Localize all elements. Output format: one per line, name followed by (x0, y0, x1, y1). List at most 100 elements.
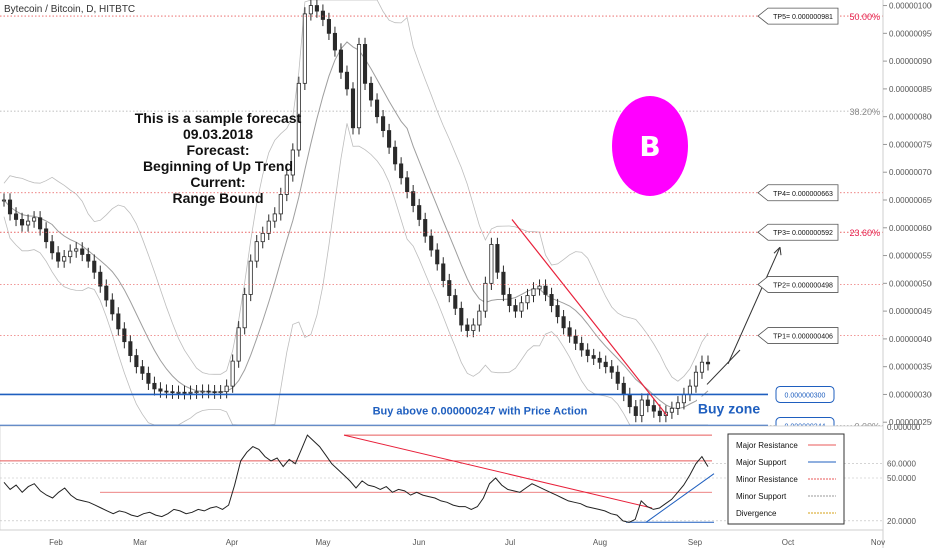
candle-body (585, 349, 590, 356)
candle-body (68, 250, 73, 258)
candle-body (230, 360, 235, 387)
rsi-tick-label: 0.000000 (887, 423, 921, 432)
candle-body (32, 217, 37, 222)
axis-tick-label: 0.000000250 (889, 418, 932, 427)
candle-body (212, 391, 217, 394)
candle-body (447, 280, 452, 296)
candle-body (296, 82, 301, 151)
target-label: TP2= 0.000000498 (773, 282, 833, 289)
axis-tick-label: 0.000000850 (889, 85, 932, 94)
candle-body (561, 316, 566, 329)
forecast-line: Current: (190, 174, 246, 190)
candle-body (405, 177, 410, 193)
candle-body (194, 391, 199, 394)
candle-body (7, 199, 13, 215)
axis-tick-label: 0.000000900 (889, 57, 932, 66)
logo-glyph: B (639, 130, 661, 163)
candle-body (326, 19, 331, 34)
candle-body (399, 163, 404, 179)
rsi-tick-label: 50.0000 (887, 474, 916, 483)
target-label: TP1= 0.000000406 (773, 334, 833, 341)
candle-body (44, 228, 49, 243)
candle-body (387, 130, 392, 148)
target-box (757, 276, 839, 293)
candle-body (188, 391, 193, 394)
candle-body (507, 294, 512, 306)
axis-tick-label: 0.000000950 (889, 29, 932, 38)
candle-body (242, 294, 247, 329)
candle-body (236, 327, 241, 362)
candle-body (651, 405, 656, 412)
axis-tick-label: 0.000000600 (889, 224, 932, 233)
axis-tick-label: 0.000000400 (889, 335, 932, 344)
candle-body (13, 213, 19, 220)
candle-body (140, 366, 145, 374)
rsi-tick-label: 20.0000 (887, 517, 916, 526)
candle-body (218, 391, 223, 394)
candle-body (591, 355, 596, 359)
target-box (757, 7, 839, 25)
candle-body (675, 402, 680, 409)
candle-body (645, 399, 650, 406)
candle-body (609, 366, 614, 373)
candle-body (110, 299, 115, 315)
forecast-text: This is a sample forecast 09.03.2018 For… (118, 110, 318, 206)
candle-body (80, 248, 85, 255)
month-label: Apr (226, 538, 239, 547)
month-label: Aug (593, 538, 607, 547)
axis-tick-label: 0.000000300 (889, 390, 932, 399)
target-label: TP4= 0.000000663 (773, 191, 833, 198)
candle-body (350, 88, 356, 129)
upper-band (3, 0, 709, 382)
candle-body (495, 244, 500, 273)
candle-body (170, 391, 175, 394)
candle-body (543, 285, 548, 295)
fib-label: 23.60% (849, 228, 880, 238)
candle-body (1, 199, 7, 202)
candle-body (537, 285, 542, 290)
candle-body (266, 220, 271, 234)
candle-body (699, 361, 705, 373)
forecast-line: Beginning of Up Trend (142, 158, 294, 174)
candle-body (519, 302, 524, 312)
target-box (757, 223, 839, 241)
zone-price-box (775, 385, 835, 403)
candle-body (501, 271, 506, 295)
axis-tick-label: 0.000000650 (889, 196, 932, 205)
target-label: TP5= 0.000000981 (773, 14, 833, 21)
arrow-head (773, 246, 782, 256)
candle-body (182, 391, 187, 394)
rsi-panel: 60.0000 50.0000 20.0000 0.000000 Major Resis… (0, 423, 921, 531)
candle-body (429, 235, 434, 251)
candle-body (657, 410, 662, 416)
legend-label: Major Support (736, 458, 787, 467)
candle-body (423, 219, 428, 237)
candle-body (164, 390, 169, 393)
month-label: Sep (688, 538, 703, 547)
axis-tick-label: 0.000000350 (889, 363, 932, 372)
candle-body (50, 241, 55, 254)
month-label: Feb (49, 538, 63, 547)
candle-body (362, 44, 368, 84)
candle-body (146, 372, 151, 384)
candle-body (128, 341, 133, 356)
rsi-support-trend (645, 473, 715, 523)
candle-body (206, 390, 211, 393)
candle-body (483, 282, 488, 312)
axis-tick-label: 0.000000750 (889, 140, 932, 149)
fibonacci-levels: 50.00%38.20%23.60%0.00% (0, 12, 883, 432)
axis-tick-label: 0.000000450 (889, 307, 932, 316)
candle-body (435, 249, 440, 265)
candle-body (477, 310, 482, 326)
rsi-divergence-line (343, 434, 653, 509)
candle-body (176, 391, 181, 394)
candle-body (260, 232, 265, 243)
candle-body (489, 244, 494, 284)
candle-body (19, 219, 25, 226)
candle-body (98, 271, 103, 287)
fib-label: 38.20% (849, 107, 880, 117)
candle-body (513, 305, 518, 312)
candle-body (681, 394, 686, 404)
month-label: Nov (871, 538, 885, 547)
